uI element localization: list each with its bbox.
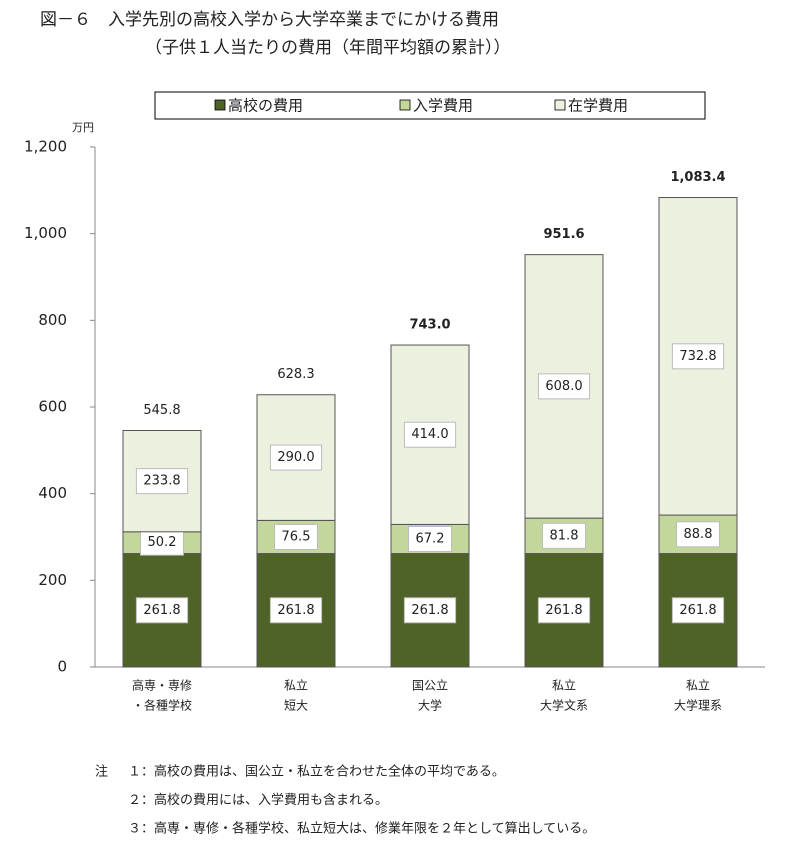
total-label: 545.8 <box>143 403 180 418</box>
value-label: 608.0 <box>545 379 582 394</box>
x-tick-label: 大学文系 <box>540 698 588 713</box>
value-label: 261.8 <box>277 603 314 618</box>
value-label-box <box>542 522 586 549</box>
total-label: 743.0 <box>409 318 450 333</box>
x-tick-label: 大学 <box>418 698 442 713</box>
note: ３：高専・専修・各種学校、私立短大は、修業年限を２年として算出している。 <box>128 821 595 837</box>
y-tick-label: 1,000 <box>24 224 67 242</box>
note: １：高校の費用は、国公立・私立を合わせた全体の平均である。 <box>128 764 505 780</box>
value-label: 290.0 <box>277 450 314 465</box>
y-tick-label: 200 <box>38 571 67 589</box>
y-tick-label: 400 <box>38 484 67 502</box>
value-label-box <box>135 468 189 495</box>
chart-subtitle: （子供１人当たりの費用（年間平均額の累計）） <box>145 38 511 58</box>
legend-label: 高校の費用 <box>228 97 303 115</box>
value-label-box <box>269 444 323 471</box>
value-label-box <box>671 597 725 624</box>
y-tick-label: 1,200 <box>24 138 67 156</box>
value-label-box <box>403 597 457 624</box>
value-label: 261.8 <box>545 603 582 618</box>
total-label: 951.6 <box>543 227 584 242</box>
x-tick-label: ・各種学校 <box>132 698 192 713</box>
y-tick-label: 0 <box>57 658 67 676</box>
value-label: 81.8 <box>550 528 579 543</box>
value-label-box <box>537 597 591 624</box>
value-label-box <box>135 597 189 624</box>
value-label-box <box>537 373 591 400</box>
value-label: 261.8 <box>679 603 716 618</box>
legend-label: 在学費用 <box>568 97 628 115</box>
legend-swatch <box>399 99 411 111</box>
total-label: 1,083.4 <box>670 170 725 185</box>
note: ２：高校の費用には、入学費用も含まれる。 <box>128 792 388 808</box>
value-label-box <box>403 421 457 448</box>
legend-box <box>154 91 706 120</box>
chart-title: 図－６ 入学先別の高校入学から大学卒業までにかける費用 <box>40 10 499 30</box>
y-tick-label: 600 <box>38 398 67 416</box>
value-label-box <box>269 597 323 624</box>
value-label: 233.8 <box>143 474 180 489</box>
y-tick-label: 800 <box>38 311 67 329</box>
x-tick-label: 私立 <box>686 678 710 693</box>
x-tick-label: 短大 <box>284 699 308 713</box>
value-label: 67.2 <box>416 531 445 546</box>
x-tick-label: 私立 <box>552 678 576 693</box>
value-label: 261.8 <box>411 603 448 618</box>
x-tick-label: 国公立 <box>412 678 448 693</box>
x-tick-label: 私立 <box>284 678 308 693</box>
x-tick-label: 大学理系 <box>674 698 722 713</box>
value-label: 261.8 <box>143 603 180 618</box>
legend-swatch <box>214 99 226 111</box>
value-label-box <box>671 343 725 370</box>
value-label-box <box>408 525 452 552</box>
value-label: 76.5 <box>282 529 311 544</box>
value-label: 50.2 <box>148 535 177 550</box>
note-label: 注 <box>95 765 108 780</box>
x-tick-label: 高専・専修 <box>132 678 192 693</box>
value-label: 414.0 <box>411 427 448 442</box>
legend-swatch <box>554 99 566 111</box>
total-label: 628.3 <box>277 367 314 382</box>
value-label: 732.8 <box>679 349 716 364</box>
value-label-box <box>676 521 720 548</box>
y-unit: 万円 <box>72 121 94 134</box>
value-label-box <box>274 523 318 550</box>
legend-label: 入学費用 <box>413 97 473 115</box>
value-label: 88.8 <box>684 527 713 542</box>
